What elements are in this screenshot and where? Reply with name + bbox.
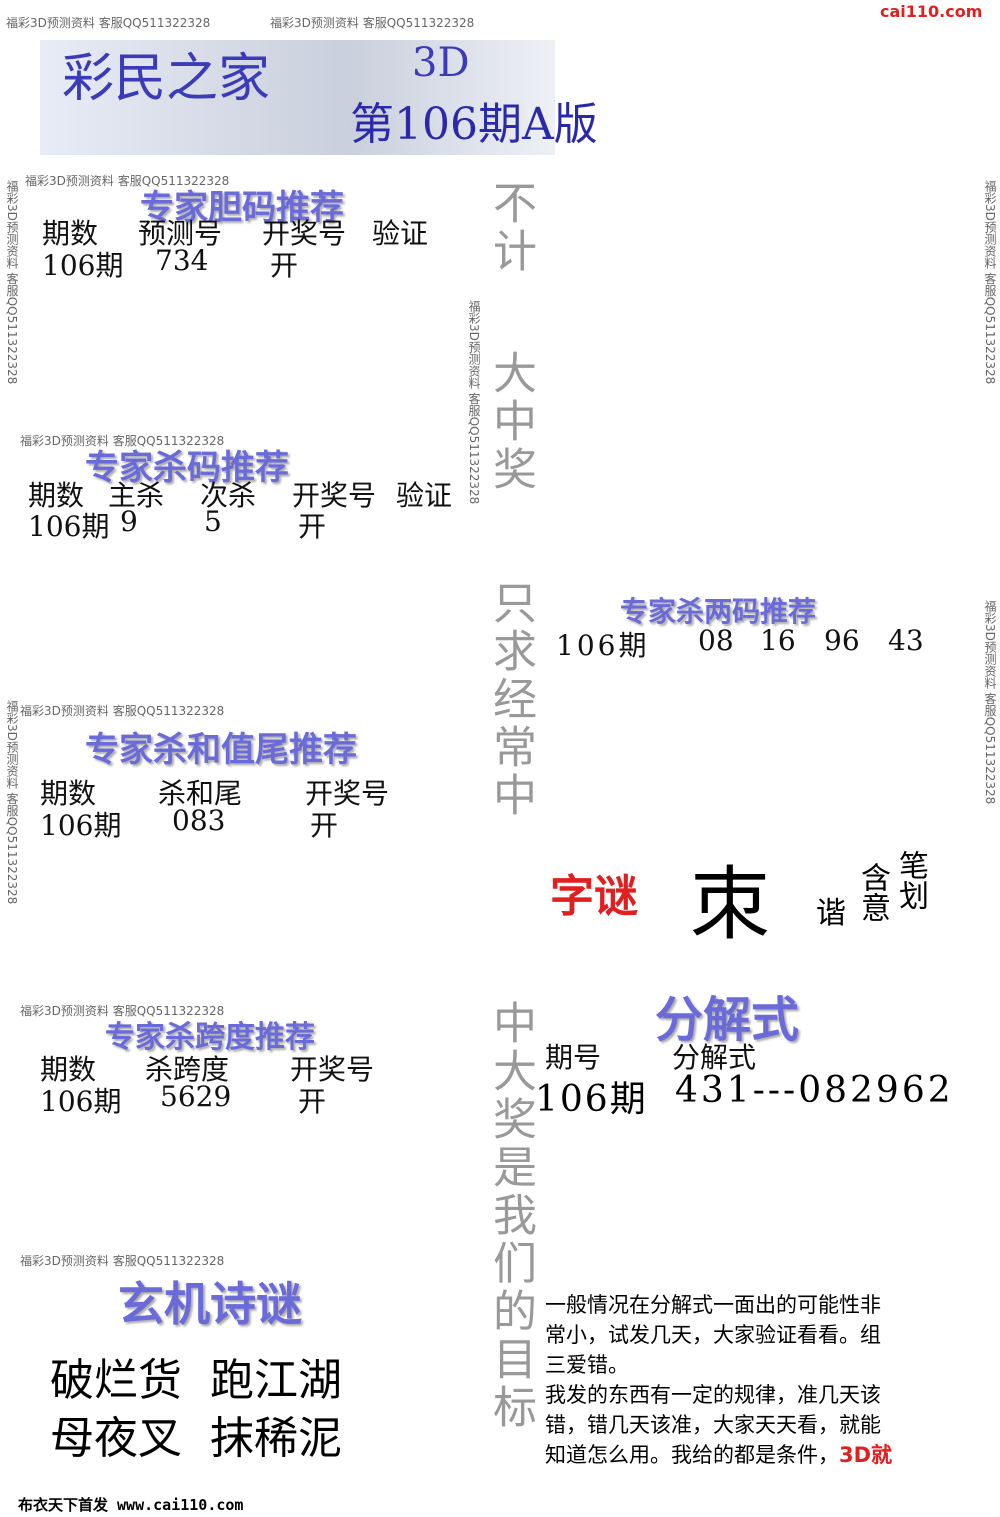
header-cell: 期数 xyxy=(42,217,99,250)
header-cell: 开奖号 xyxy=(305,777,390,810)
header-cell: 分解式 xyxy=(672,1041,757,1074)
section-title: 分解式 xyxy=(655,992,800,1048)
header-cell: 开奖号 xyxy=(262,217,347,250)
section-title: 专家杀跨度推荐 xyxy=(105,1020,315,1055)
section-title: 专家胆码推荐 xyxy=(140,188,344,228)
section-title: 字谜 xyxy=(550,871,638,922)
header-cell: 预测号 xyxy=(138,217,223,250)
header-cell: 杀和尾 xyxy=(158,777,243,810)
game: 3D xyxy=(412,40,470,86)
watermark: 福彩3D预测资料 客服QQ511322328 xyxy=(983,180,997,385)
section-title: 专家杀和值尾推荐 xyxy=(85,730,357,770)
watermark: 福彩3D预测资料 客服QQ511322328 xyxy=(467,300,481,505)
cell: 9 xyxy=(120,505,138,538)
cell: 开 xyxy=(298,1085,327,1118)
note: 一般情况在分解式一面出的可能性非 常小，试发几天，大家验证看看。组 三爱错。 我… xyxy=(545,1290,892,1470)
issue: 第106期A版 xyxy=(350,99,598,150)
riddle-label: 笔划 xyxy=(893,850,928,910)
cell: 106期 xyxy=(40,1085,122,1118)
watermark: 福彩3D预测资料 客服QQ511322328 xyxy=(6,16,211,30)
header-cell: 开奖号 xyxy=(290,1053,375,1086)
header-cell: 杀跨度 xyxy=(145,1053,230,1086)
slogan: 不计 xyxy=(485,180,536,276)
cell: 开 xyxy=(270,249,299,282)
header-cell: 期数 xyxy=(28,479,85,512)
header-cell: 验证 xyxy=(396,479,453,512)
note-line: 常小，试发几天，大家验证看看。组 xyxy=(545,1323,881,1347)
poem-line: 母夜叉 抹稀泥 xyxy=(50,1413,342,1464)
cell: 106期 xyxy=(535,1079,648,1120)
banner xyxy=(40,40,555,155)
header-cell: 期数 xyxy=(40,1053,97,1086)
header-cell: 次杀 xyxy=(200,479,257,512)
cell: 开 xyxy=(298,510,327,543)
riddle-label: 含意 xyxy=(855,862,890,922)
note-line: 三爱错。 xyxy=(545,1353,629,1377)
note-line: 错，错几天该准，大家天天看，就能 xyxy=(545,1413,881,1437)
watermark: 福彩3D预测资料 客服QQ511322328 xyxy=(5,700,19,905)
watermark: 福彩3D预测资料 客服QQ511322328 xyxy=(20,704,225,718)
cell: 5 xyxy=(204,505,222,538)
header-cell: 开奖号 xyxy=(292,479,377,512)
note-line: 我发的东西有一定的规律，准几天该 xyxy=(545,1383,881,1407)
cell: 106期 xyxy=(28,510,110,543)
cell: 16 xyxy=(760,624,796,657)
cell: 106期 xyxy=(556,629,650,662)
cell: 43 xyxy=(888,624,924,657)
cell: 106期 xyxy=(42,249,124,282)
riddle-label: 谐 xyxy=(816,896,846,931)
site: cai110.com xyxy=(880,2,983,21)
header-cell: 验证 xyxy=(372,217,429,250)
watermark: 福彩3D预测资料 客服QQ511322328 xyxy=(25,174,230,188)
cell: 431---082962 xyxy=(675,1070,954,1111)
cell: 08 xyxy=(698,624,734,657)
slogan: 只求经常中 xyxy=(485,580,536,820)
section-title: 玄机诗谜 xyxy=(118,1277,302,1331)
brand: 彩民之家 xyxy=(62,49,271,109)
poem-line: 破烂货 跑江湖 xyxy=(50,1355,342,1406)
cell: 5629 xyxy=(160,1080,232,1113)
watermark: 福彩3D预测资料 客服QQ511322328 xyxy=(270,16,475,30)
riddle-char: 朿 xyxy=(690,858,770,951)
header-cell: 期数 xyxy=(40,777,97,810)
cell: 96 xyxy=(824,624,860,657)
watermark: 福彩3D预测资料 客服QQ511322328 xyxy=(983,600,997,805)
cell: 734 xyxy=(155,244,209,277)
note-text: 知道怎么用。我给的都是条件， xyxy=(545,1443,839,1467)
slogan: 大中奖 xyxy=(485,350,536,494)
note-highlight: 3D就 xyxy=(839,1443,893,1467)
cell: 083 xyxy=(172,804,226,837)
watermark: 福彩3D预测资料 客服QQ511322328 xyxy=(20,434,225,448)
note-line: 一般情况在分解式一面出的可能性非 xyxy=(545,1293,881,1317)
cell: 106期 xyxy=(40,809,122,842)
note-line: 知道怎么用。我给的都是条件，3D就 xyxy=(545,1440,892,1470)
header-cell: 期号 xyxy=(545,1041,602,1074)
watermark: 福彩3D预测资料 客服QQ511322328 xyxy=(20,1004,225,1018)
watermark: 福彩3D预测资料 客服QQ511322328 xyxy=(20,1254,225,1268)
slogan: 中大奖是我们的目标 xyxy=(485,1000,536,1432)
header-cell: 主杀 xyxy=(108,479,165,512)
cell: 开 xyxy=(310,809,339,842)
watermark: 福彩3D预测资料 客服QQ511322328 xyxy=(5,180,19,385)
footer: 布衣天下首发 www.cai110.com xyxy=(18,1496,244,1514)
section-title: 专家杀码推荐 xyxy=(85,448,289,488)
section-title: 专家杀两码推荐 xyxy=(620,595,817,628)
